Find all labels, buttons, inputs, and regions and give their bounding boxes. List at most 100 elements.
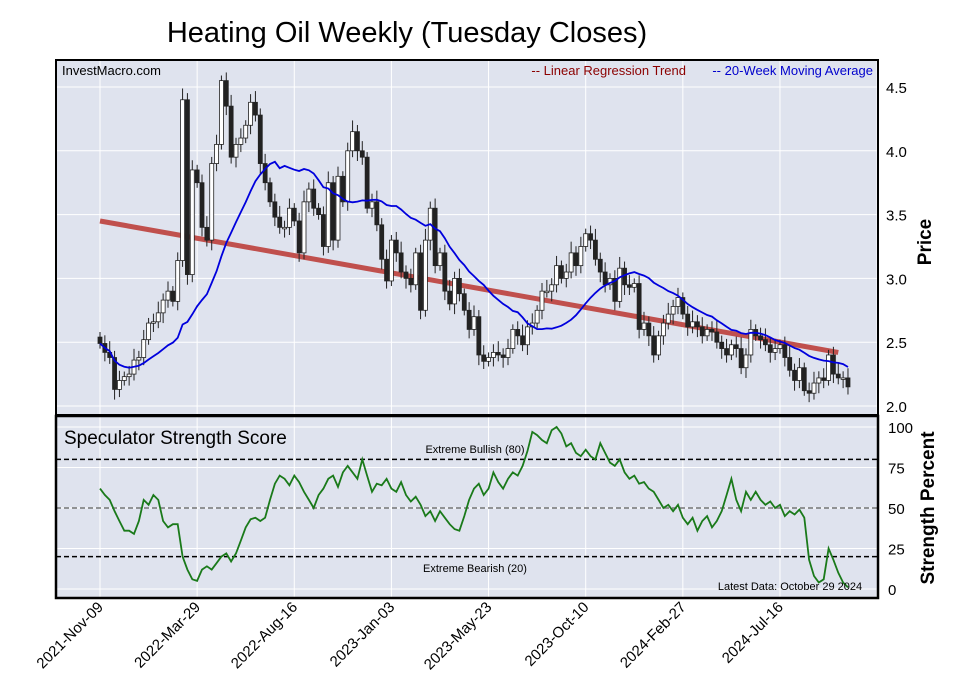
strength-tick-label: 50	[888, 501, 905, 518]
candle-body	[602, 271, 608, 286]
candle-body	[121, 376, 127, 381]
extreme-bullish-label: Extreme Bullish (80)	[425, 444, 524, 456]
candle-body	[476, 316, 482, 356]
candle-body	[544, 290, 550, 294]
strength-tick-label: 25	[888, 542, 905, 559]
candle-body	[262, 163, 268, 184]
candle-body	[146, 322, 151, 341]
candle-body	[767, 344, 773, 353]
candle-body	[335, 175, 341, 241]
candle-body	[840, 377, 846, 380]
candle-body	[384, 258, 389, 282]
candle-body	[801, 367, 807, 392]
candle-body	[816, 377, 822, 384]
candle-body	[539, 290, 545, 311]
strength-panel-title: Speculator Strength Score	[64, 428, 287, 449]
candle-body	[724, 348, 729, 356]
candle-body	[141, 339, 147, 358]
candle-body	[228, 105, 234, 158]
candle-body	[355, 131, 360, 152]
candle-body	[597, 258, 603, 273]
candle-body	[787, 357, 793, 371]
candle-body	[155, 312, 161, 323]
price-tick-label: 4.0	[886, 144, 907, 161]
candle-body	[520, 335, 525, 346]
candle-body	[743, 354, 749, 369]
extreme-bearish-label: Extreme Bearish (20)	[423, 563, 527, 575]
candle-body	[413, 252, 419, 286]
candle-body	[636, 283, 642, 330]
candle-body	[398, 252, 404, 273]
candle-body	[379, 224, 385, 260]
x-tick-label: 2021-Nov-09	[33, 599, 106, 672]
strength-axis-label: Strength Percent	[918, 431, 939, 585]
candle-body	[340, 175, 346, 203]
candle-body	[233, 144, 239, 158]
strength-tick-label: 0	[888, 582, 896, 599]
candle-body	[733, 344, 739, 349]
x-tick-label: 2023-Jan-03	[327, 599, 399, 671]
candle-body	[248, 101, 253, 126]
candle-body	[491, 352, 496, 358]
candle-body	[641, 322, 647, 330]
candle-body	[738, 348, 744, 369]
strength-score-line	[99, 425, 849, 589]
candle-body	[549, 284, 555, 292]
candle-body	[369, 201, 375, 209]
candle-body	[631, 283, 637, 288]
candle-body	[199, 182, 205, 228]
candle-body	[423, 239, 428, 311]
candle-body	[223, 80, 229, 107]
candle-body	[296, 220, 302, 254]
candle-body	[612, 277, 618, 302]
candle-body	[578, 246, 584, 267]
candle-body	[209, 163, 215, 241]
candle-body	[267, 182, 273, 203]
candle-body	[651, 335, 657, 356]
candle-body	[525, 326, 530, 346]
price-tick-label: 3.5	[886, 208, 907, 225]
candle-body	[350, 131, 355, 152]
legend-regression: -- Linear Regression Trend	[531, 63, 686, 78]
candle-body	[272, 201, 278, 218]
candle-body	[243, 124, 249, 139]
strength-tick-label: 100	[888, 420, 913, 437]
candle-body	[393, 239, 399, 254]
candle-body	[627, 284, 632, 288]
candle-body	[316, 207, 321, 216]
candle-body	[481, 354, 487, 362]
candle-body	[97, 336, 103, 344]
chart-title: Heating Oil Weekly (Tuesday Closes)	[167, 17, 647, 49]
candle-body	[457, 277, 462, 295]
candle-body	[704, 329, 710, 337]
candle-body	[461, 293, 467, 311]
candle-body	[593, 239, 598, 260]
candle-body	[670, 306, 676, 315]
candle-body	[160, 299, 166, 314]
x-tick-label: 2024-Jul-16	[719, 599, 787, 667]
candle-body	[772, 348, 778, 353]
candle-body	[695, 321, 700, 328]
x-tick-label: 2024-Feb-27	[617, 599, 690, 672]
candle-body	[568, 252, 574, 273]
candle-body	[559, 265, 564, 279]
candle-body	[185, 99, 190, 275]
candle-body	[194, 169, 200, 184]
candle-body	[777, 344, 783, 349]
candle-body	[758, 335, 763, 341]
candle-body	[583, 233, 589, 247]
candle-body	[675, 297, 681, 307]
x-tick-label: 2022-Mar-29	[131, 599, 204, 672]
strength-panel-border	[54, 414, 880, 600]
candle-body	[510, 329, 516, 349]
candle-body	[452, 277, 457, 305]
candle-body	[495, 352, 501, 356]
candle-body	[418, 252, 423, 311]
candle-body	[588, 233, 593, 241]
candle-body	[204, 226, 210, 241]
x-tick-label: 2023-May-23	[421, 599, 496, 674]
candle-body	[151, 321, 156, 324]
candle-body	[112, 357, 117, 390]
strength-tick-label: 75	[888, 461, 905, 478]
